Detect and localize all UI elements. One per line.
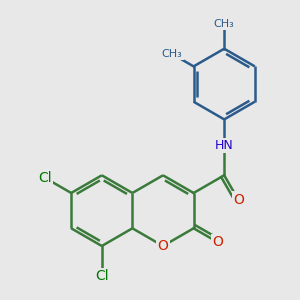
Text: CH₃: CH₃ [214, 19, 235, 29]
Text: Cl: Cl [38, 171, 52, 185]
Text: O: O [233, 193, 244, 207]
Text: HN: HN [215, 139, 234, 152]
Text: Cl: Cl [95, 269, 109, 283]
Text: CH₃: CH₃ [162, 49, 183, 59]
Text: O: O [158, 239, 168, 253]
Text: O: O [213, 236, 224, 249]
